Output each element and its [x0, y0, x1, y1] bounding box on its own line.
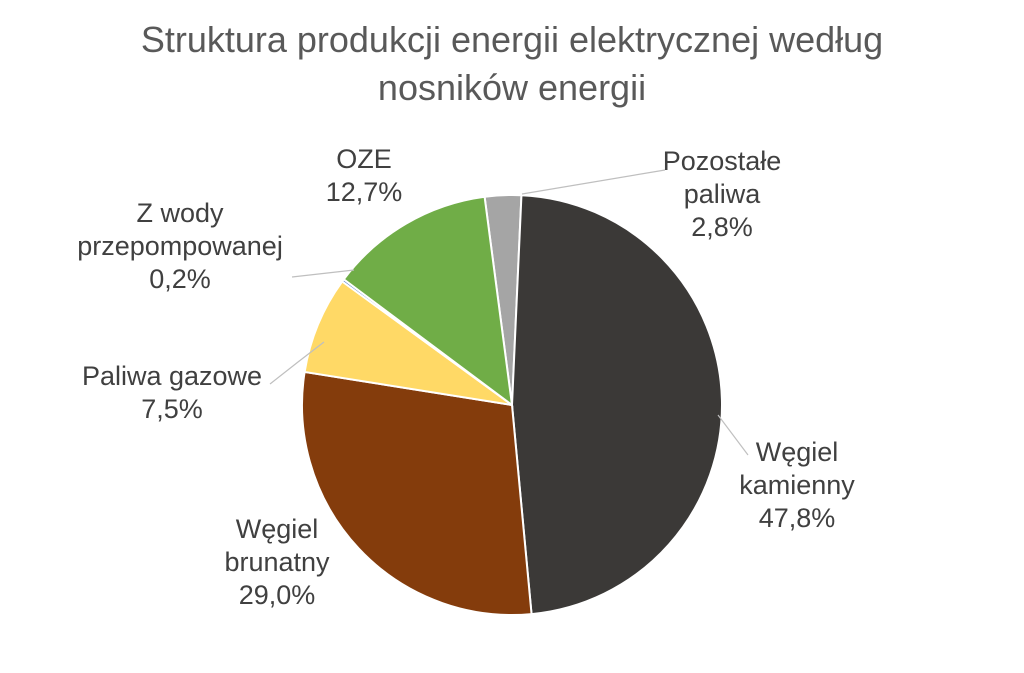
chart-title-line-2: nosników energii: [378, 67, 646, 108]
data-label-name: Paliwa gazowe: [82, 361, 262, 391]
data-label-name: paliwa: [684, 179, 762, 209]
pie-slice: [301, 370, 533, 616]
leader-line: [269, 341, 325, 385]
leader-line: [521, 169, 666, 195]
data-label-percent: 0,2%: [149, 264, 211, 294]
pie-slice: [303, 279, 513, 406]
data-label-name: Węgiel: [756, 437, 839, 467]
data-label: OZE 12,7%: [326, 144, 403, 207]
data-label-name: OZE: [336, 144, 392, 174]
data-label: Paliwa gazowe 7,5%: [82, 361, 262, 424]
data-label-percent: 7,5%: [141, 394, 203, 424]
data-label-name: Pozostałe: [663, 146, 782, 176]
leader-line: [717, 414, 749, 456]
data-label-percent: 12,7%: [326, 177, 403, 207]
data-label: Węgiel kamienny 47,8%: [739, 437, 855, 533]
data-label-percent: 29,0%: [239, 580, 316, 610]
pie-slice: [510, 194, 723, 616]
chart-title-line-1: Struktura produkcji energii elektrycznej…: [141, 19, 883, 60]
data-label: Pozostałe paliwa 2,8%: [663, 146, 782, 242]
data-label-percent: 2,8%: [691, 212, 753, 242]
data-label-name: kamienny: [739, 470, 855, 500]
data-label-name: przepompowanej: [77, 231, 283, 261]
leader-lines: [269, 169, 749, 456]
data-label-name: brunatny: [224, 547, 330, 577]
chart-title: Struktura produkcji energii elektrycznej…: [141, 19, 883, 108]
data-label-name: Z wody: [136, 198, 224, 228]
data-label-percent: 47,8%: [759, 503, 836, 533]
data-label-name: Węgiel: [236, 514, 319, 544]
leader-line: [291, 269, 355, 278]
pie-slices: [301, 194, 723, 616]
data-label: Węgiel brunatny 29,0%: [224, 514, 330, 610]
data-label: Z wody przepompowanej 0,2%: [77, 198, 283, 294]
data-labels: Pozostałe paliwa 2,8%Węgiel kamienny 47,8%Wę…: [77, 144, 855, 610]
